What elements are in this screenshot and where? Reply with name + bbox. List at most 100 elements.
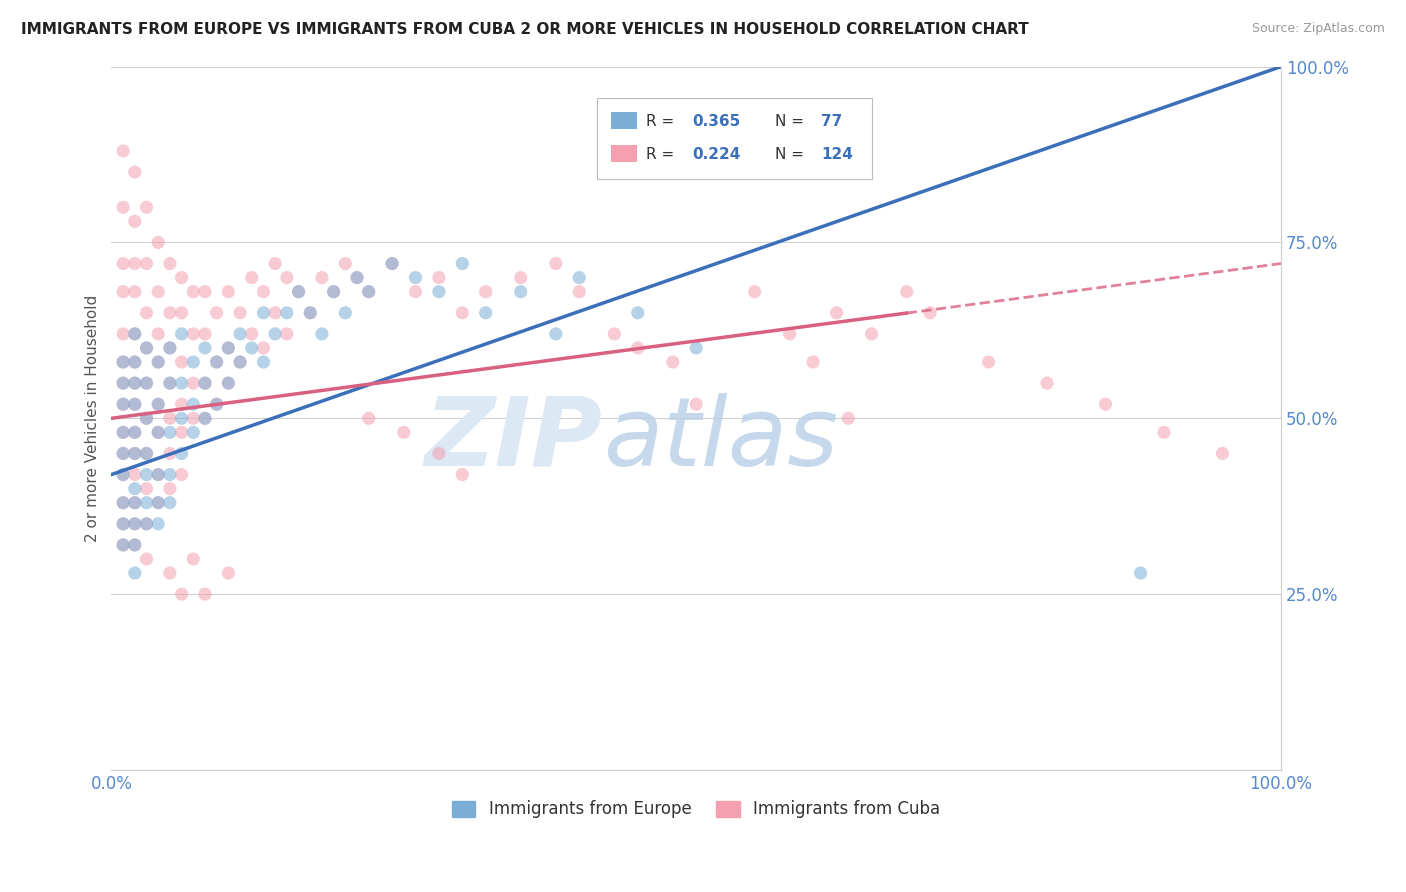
Point <box>662 355 685 369</box>
Point <box>112 425 135 440</box>
Point <box>124 165 146 179</box>
Point <box>801 355 824 369</box>
Point <box>112 144 135 158</box>
Point <box>287 285 309 299</box>
Point <box>124 566 146 580</box>
Point <box>148 355 170 369</box>
Point <box>124 326 146 341</box>
Point <box>170 587 193 601</box>
Point <box>335 306 357 320</box>
Point <box>229 355 252 369</box>
Point <box>194 411 217 425</box>
Point <box>148 425 170 440</box>
Point <box>229 355 252 369</box>
Y-axis label: 2 or more Vehicles in Household: 2 or more Vehicles in Household <box>86 294 100 542</box>
Point <box>1036 376 1059 391</box>
Point <box>135 467 157 482</box>
Point <box>124 482 146 496</box>
Point <box>112 496 135 510</box>
Point <box>112 376 135 391</box>
Point <box>181 326 204 341</box>
Point <box>896 285 918 299</box>
Point <box>205 355 228 369</box>
Point <box>205 306 228 320</box>
Point <box>194 411 217 425</box>
Point <box>427 285 450 299</box>
Point <box>205 397 228 411</box>
Point <box>779 326 801 341</box>
Point <box>135 256 157 270</box>
Point <box>170 306 193 320</box>
Point <box>1129 566 1152 580</box>
Point <box>112 326 135 341</box>
Point <box>135 516 157 531</box>
Point <box>135 376 157 391</box>
Point <box>159 306 181 320</box>
Point <box>148 425 170 440</box>
Point <box>825 306 848 320</box>
Point <box>181 552 204 566</box>
Point <box>124 355 146 369</box>
Point <box>135 376 157 391</box>
Point <box>112 516 135 531</box>
Point <box>217 566 239 580</box>
Point <box>112 496 135 510</box>
Point <box>124 467 146 482</box>
Point <box>311 270 333 285</box>
Text: ZIP: ZIP <box>425 392 603 486</box>
Point <box>544 326 567 341</box>
Point <box>170 376 193 391</box>
Legend: Immigrants from Europe, Immigrants from Cuba: Immigrants from Europe, Immigrants from … <box>446 794 948 825</box>
Point <box>148 326 170 341</box>
Point <box>124 397 146 411</box>
Point <box>311 326 333 341</box>
Point <box>124 538 146 552</box>
Point <box>112 200 135 214</box>
Point <box>205 355 228 369</box>
Point <box>159 482 181 496</box>
Point <box>159 376 181 391</box>
Text: R =: R = <box>645 147 679 162</box>
Point <box>977 355 1000 369</box>
Point <box>217 341 239 355</box>
Point <box>159 341 181 355</box>
Point <box>860 326 883 341</box>
Point <box>124 496 146 510</box>
Point <box>264 256 287 270</box>
Text: Source: ZipAtlas.com: Source: ZipAtlas.com <box>1251 22 1385 36</box>
Point <box>170 355 193 369</box>
Point <box>427 446 450 460</box>
Point <box>112 446 135 460</box>
Point <box>148 467 170 482</box>
Point <box>229 326 252 341</box>
Point <box>148 397 170 411</box>
Point <box>135 341 157 355</box>
Point <box>159 376 181 391</box>
Point <box>346 270 368 285</box>
FancyBboxPatch shape <box>610 145 637 161</box>
Point <box>276 270 298 285</box>
Point <box>124 326 146 341</box>
Point <box>181 355 204 369</box>
Point <box>451 306 474 320</box>
Point <box>148 355 170 369</box>
Text: 0.224: 0.224 <box>693 147 741 162</box>
Point <box>509 270 531 285</box>
Point <box>252 306 274 320</box>
Point <box>276 326 298 341</box>
Point <box>229 306 252 320</box>
Point <box>135 200 157 214</box>
Point <box>194 341 217 355</box>
Point <box>181 425 204 440</box>
Point <box>159 467 181 482</box>
Point <box>124 214 146 228</box>
Point <box>112 425 135 440</box>
Point <box>124 256 146 270</box>
Point <box>124 496 146 510</box>
Point <box>405 285 427 299</box>
Point <box>603 326 626 341</box>
Point <box>509 285 531 299</box>
Point <box>159 566 181 580</box>
Text: 124: 124 <box>821 147 853 162</box>
Point <box>148 496 170 510</box>
